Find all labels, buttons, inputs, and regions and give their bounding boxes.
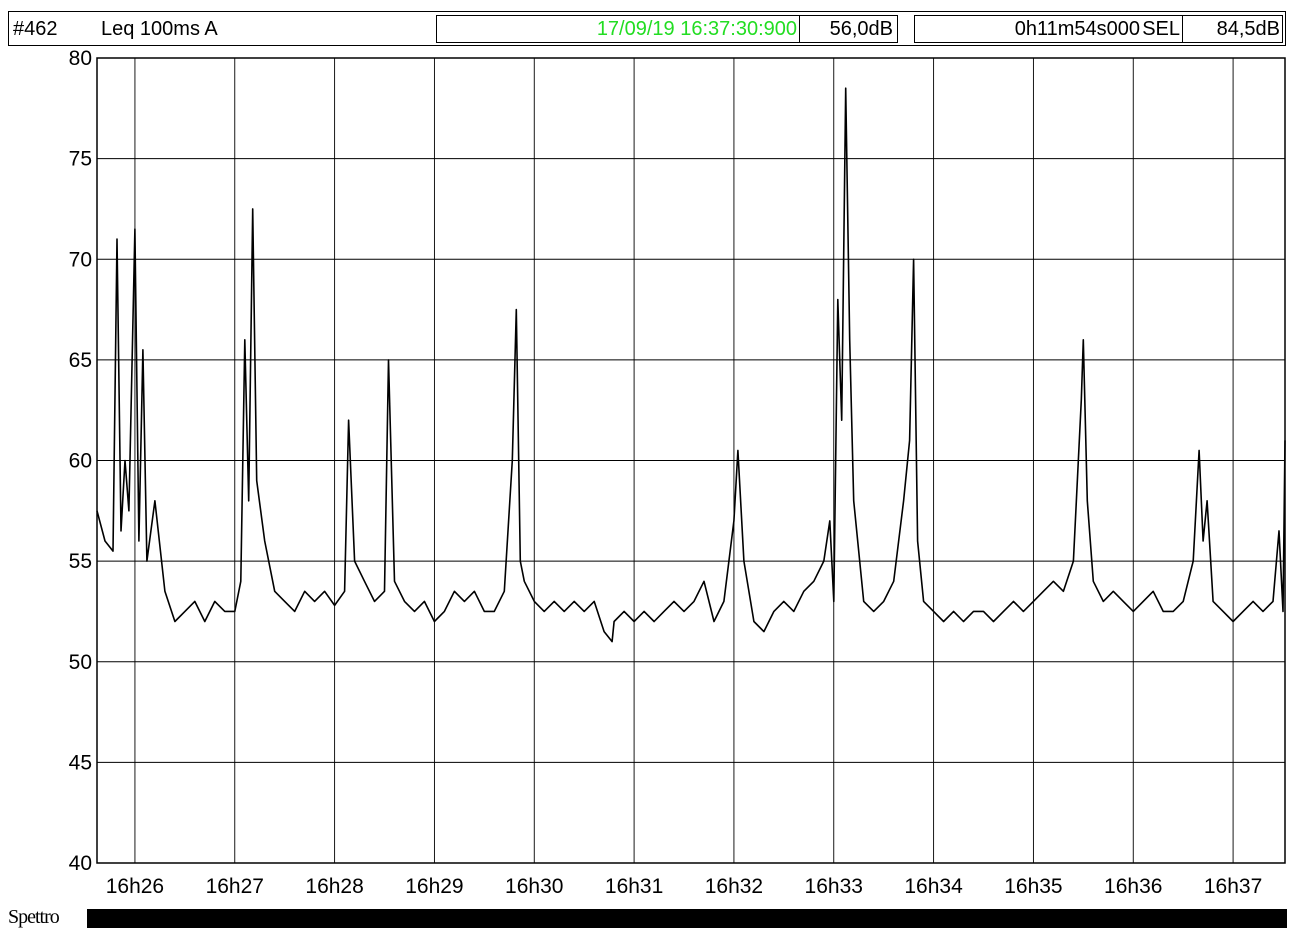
- x-tick-label: 16h29: [405, 875, 463, 898]
- x-axis-labels: 16h26 16h27 16h28 16h29 16h30 16h31 16h32 16h33…: [106, 875, 1263, 898]
- x-tick-label: 16h32: [705, 875, 763, 898]
- y-tick-label: 55: [69, 550, 92, 573]
- measurement-header: #462 Leq 100ms A 17/09/19 16:37:30:900 5…: [8, 11, 1286, 46]
- x-tick-label: 16h31: [605, 875, 663, 898]
- y-tick-label: 60: [69, 450, 92, 473]
- x-tick-label: 16h28: [305, 875, 363, 898]
- sel-box: 84,5dB: [1182, 15, 1283, 43]
- y-tick-label: 40: [69, 852, 92, 875]
- chart-grid: [97, 57, 1285, 864]
- spectrum-label: Spettro: [8, 906, 60, 928]
- x-tick-label: 16h37: [1204, 875, 1262, 898]
- x-tick-label: 16h35: [1004, 875, 1062, 898]
- cursor-level: 56,0dB: [829, 18, 893, 40]
- y-tick-label: 50: [69, 651, 92, 674]
- leq-series-line: [96, 87, 1286, 643]
- sel-value: 84,5dB: [1216, 18, 1280, 40]
- duration-box: 0h11m54s000 SEL: [914, 15, 1183, 43]
- y-tick-label: 75: [69, 148, 92, 171]
- x-tick-label: 16h30: [505, 875, 563, 898]
- measure-type: Leq 100ms A: [101, 18, 218, 40]
- record-id: #462: [13, 18, 58, 40]
- y-axis-labels: 40 45 50 55 60 65 70 75 80: [69, 48, 92, 875]
- x-tick-label: 16h36: [1104, 875, 1162, 898]
- y-tick-label: 65: [69, 349, 92, 372]
- y-tick-label: 70: [69, 248, 92, 271]
- level-box: 56,0dB: [799, 15, 898, 43]
- cursor-datetime: 17/09/19 16:37:30:900: [596, 18, 797, 40]
- sel-label: SEL: [1142, 18, 1180, 40]
- x-tick-label: 16h26: [106, 875, 164, 898]
- spectrum-bar[interactable]: [87, 909, 1287, 928]
- x-tick-label: 16h34: [904, 875, 963, 898]
- x-tick-label: 16h33: [805, 875, 863, 898]
- x-tick-label: 16h27: [206, 875, 264, 898]
- datetime-box: 17/09/19 16:37:30:900: [436, 15, 800, 43]
- y-tick-label: 80: [69, 48, 92, 70]
- y-tick-label: 45: [69, 751, 92, 774]
- duration-value: 0h11m54s000: [1014, 18, 1140, 40]
